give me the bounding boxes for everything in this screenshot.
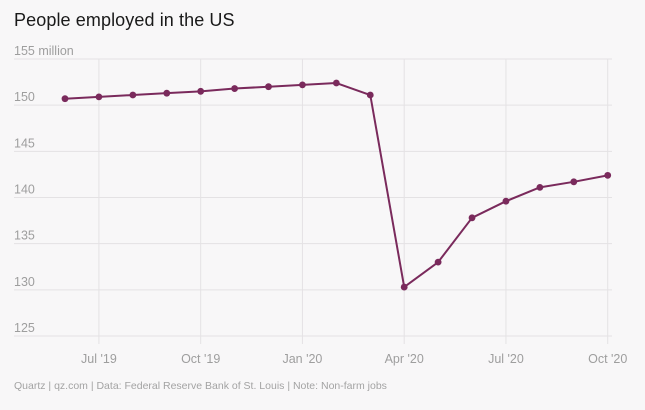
x-tick-label-2020-10: Oct '20 [588, 352, 627, 366]
data-point-2020-02 [332, 79, 340, 87]
data-point-2020-01 [299, 81, 306, 89]
x-tick-label-2019-10: Oct '19 [181, 352, 220, 366]
y-tick-label-135: 135 [14, 229, 35, 243]
x-tick-label-2020-01: Jan '20 [282, 352, 322, 366]
y-tick-label-130: 130 [14, 275, 35, 289]
y-tick-label-150: 150 [14, 90, 35, 104]
data-point-2019-08 [129, 91, 137, 99]
y-tick-label-140: 140 [14, 183, 35, 197]
data-point-2019-10 [197, 87, 205, 95]
data-point-2020-07 [502, 197, 510, 205]
source-note: Quartz | qz.com | Data: Federal Reserve … [14, 380, 387, 392]
x-axis-ticks: Jul '19 Oct '19 Jan '20 Apr '20 Jul '20 Oct '… [81, 352, 627, 366]
data-point-2019-07 [95, 93, 103, 101]
data-point-2020-05 [434, 258, 442, 266]
data-point-2020-10 [604, 171, 612, 179]
data-point-2019-09 [163, 89, 171, 97]
data-point-2020-09 [570, 178, 578, 186]
data-point-2020-03 [366, 91, 374, 99]
x-tick-label-2020-07: Jul '20 [488, 352, 524, 366]
gridlines [14, 58, 612, 344]
data-point-2019-06 [61, 95, 69, 103]
y-tick-label-155: 155 million [14, 44, 74, 58]
data-point-2019-11 [231, 85, 239, 92]
series-employment [61, 79, 612, 291]
x-tick-label-2020-04: Apr '20 [385, 352, 424, 366]
data-point-2020-04 [400, 283, 408, 291]
y-tick-label-145: 145 [14, 136, 35, 150]
y-tick-label-125: 125 [14, 321, 35, 335]
x-tick-label-2019-07: Jul '19 [81, 352, 117, 366]
data-point-2020-06 [468, 214, 476, 222]
chart-title: People employed in the US [14, 10, 235, 30]
y-axis-ticks: 125 130 135 140 145 150 155 million [14, 44, 74, 335]
data-point-2020-08 [536, 183, 544, 191]
series-line [64, 82, 608, 289]
data-point-2019-12 [265, 83, 272, 91]
